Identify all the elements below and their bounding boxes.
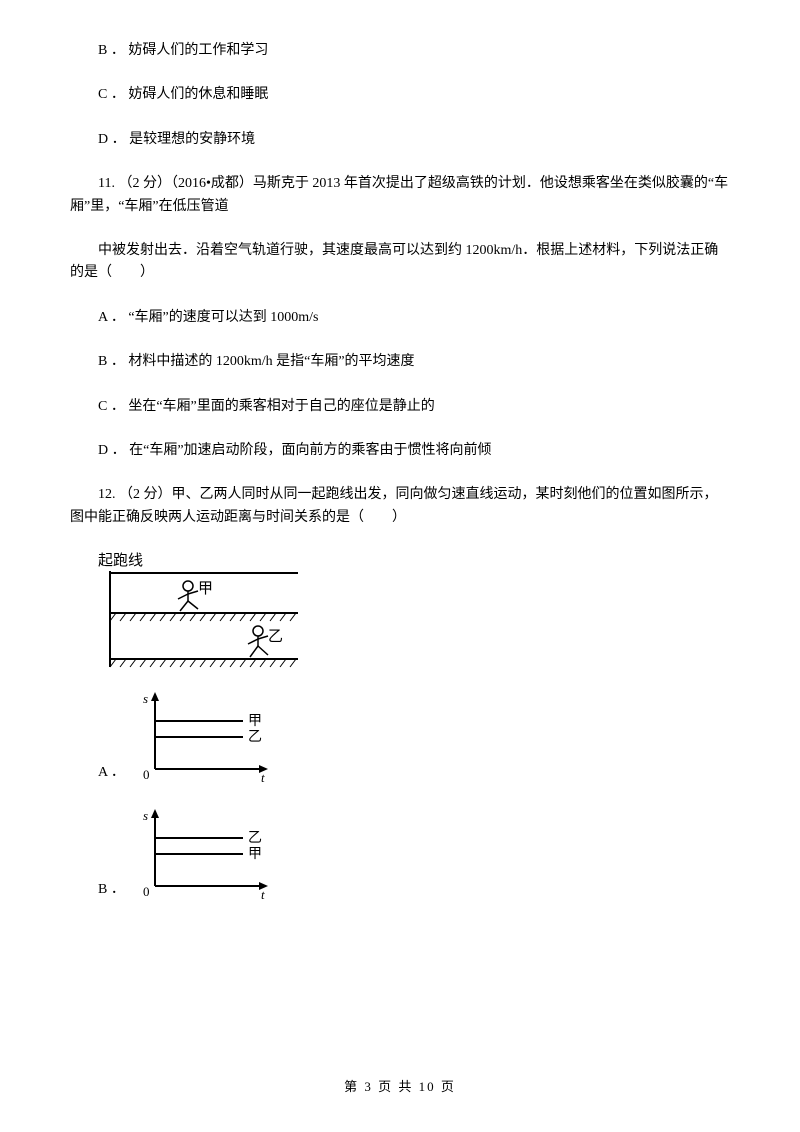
start-line-label: 起跑线	[98, 552, 143, 569]
svg-text:0: 0	[143, 767, 150, 782]
q12-track-figure: 起跑线 甲 乙	[98, 551, 730, 669]
q12-option-a-label: A ．	[98, 762, 125, 784]
q10-option-d: D ． 是较理想的安静环境	[98, 129, 730, 151]
svg-text:s: s	[143, 691, 148, 706]
svg-text:乙: 乙	[248, 729, 262, 745]
svg-text:t: t	[261, 887, 265, 901]
q12-option-b-label: B ．	[98, 879, 125, 901]
q10-option-b: B ． 妨碍人们的工作和学习	[98, 40, 730, 62]
q11-stem-line2: 中被发射出去．沿着空气轨道行驶，其速度最高可以达到约 1200km/h．根据上述…	[70, 240, 730, 285]
svg-text:甲: 甲	[248, 847, 262, 862]
q12-option-a: A ． s t 0 甲 乙	[98, 689, 730, 784]
svg-text:t: t	[261, 770, 265, 784]
runner-jia-label: 甲	[198, 581, 213, 597]
runner-yi-label: 乙	[268, 629, 283, 645]
q12-graph-b: s t 0 乙 甲	[133, 806, 283, 901]
q11-option-b: B ． 材料中描述的 1200km/h 是指“车厢”的平均速度	[98, 351, 730, 373]
page-footer: 第 3 页 共 10 页	[0, 1077, 800, 1098]
runner-jia-icon	[178, 581, 198, 611]
q12-option-b: B ． s t 0 乙 甲	[98, 806, 730, 901]
q10-option-c: C ． 妨碍人们的休息和睡眠	[98, 84, 730, 106]
q12-stem: 12. （2 分）甲、乙两人同时从同一起跑线出发，同向做匀速直线运动，某时刻他们…	[70, 484, 730, 529]
q11-option-d: D ． 在“车厢”加速启动阶段，面向前方的乘客由于惯性将向前倾	[98, 440, 730, 462]
q11-stem-line1: 11. （2 分）（2016•成都）马斯克于 2013 年首次提出了超级高铁的计…	[70, 173, 730, 218]
svg-text:甲: 甲	[248, 714, 262, 729]
q11-option-a: A ． “车厢”的速度可以达到 1000m/s	[98, 307, 730, 329]
svg-text:0: 0	[143, 884, 150, 899]
svg-text:s: s	[143, 808, 148, 823]
q12-graph-a: s t 0 甲 乙	[133, 689, 283, 784]
runner-yi-icon	[248, 626, 268, 657]
svg-text:乙: 乙	[248, 830, 262, 846]
q11-option-c: C ． 坐在“车厢”里面的乘客相对于自己的座位是静止的	[98, 396, 730, 418]
